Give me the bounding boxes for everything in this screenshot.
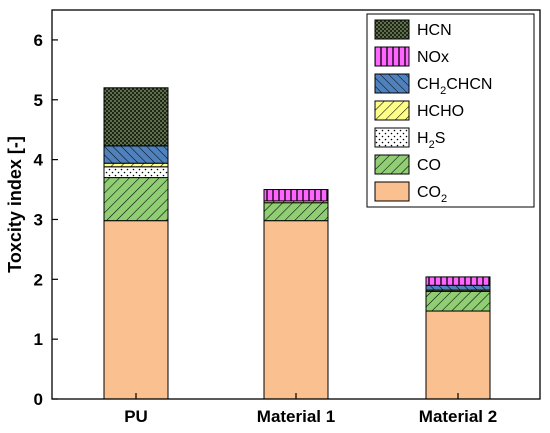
bar-pattern-hcho (426, 290, 490, 292)
bar-segment-co2 (264, 220, 328, 399)
bar-pattern-nox (426, 276, 490, 286)
bar-stack (425, 276, 491, 400)
legend-swatch-outline (374, 154, 410, 175)
legend-item-nox: NOx (374, 46, 449, 67)
bar-outline-nox (263, 189, 329, 202)
legend-swatch-pattern (375, 47, 409, 66)
bar-outline-nox (425, 276, 491, 286)
y-tick-label: 6 (34, 31, 43, 50)
bar-pattern-ch2chcn (104, 145, 168, 164)
legend-swatch-pattern (375, 155, 409, 174)
legend-label-subscript: 2 (441, 193, 447, 205)
legend-swatch-outline (374, 127, 410, 148)
legend-label-subscript: 2 (440, 85, 446, 97)
bar-pattern-hcho (104, 163, 168, 167)
bar-pattern-hcn (104, 87, 168, 146)
bar-segment-co2 (426, 311, 490, 399)
bar-pattern-hcho (264, 200, 328, 203)
legend-label-rest: S (435, 130, 446, 147)
legend-item-hcho: HCHO (374, 100, 464, 121)
bar-pattern-co (104, 177, 168, 221)
legend-label-main: H (417, 130, 429, 147)
x-category-label: Material 1 (257, 407, 335, 426)
legend-label: HCN (417, 22, 452, 39)
legend-swatch-pattern (375, 20, 409, 39)
legend-label-main: HCN (417, 22, 452, 39)
legend-swatch-outline (374, 100, 410, 121)
bar-pattern-ch2chcn (426, 285, 490, 291)
legend-swatch-outline (374, 181, 410, 202)
y-tick-label: 2 (34, 270, 43, 289)
y-tick-label: 3 (34, 210, 43, 229)
legend-label-main: HCHO (417, 103, 464, 120)
legend-swatch-outline (374, 19, 410, 40)
y-tick-label: 1 (34, 330, 43, 349)
legend-swatch-outline (374, 46, 410, 67)
x-axis: PU Material 1 Material 2 (124, 393, 497, 426)
bar-segment-co2 (104, 220, 168, 399)
legend-label-main: NOx (417, 49, 449, 66)
y-axis: 0 1 2 3 4 5 6 (34, 31, 58, 409)
legend-swatch-pattern (375, 128, 409, 147)
legend-label-rest: CHCN (446, 76, 492, 93)
legend-label-subscript: 2 (429, 139, 435, 151)
legend-item-co: CO (374, 154, 441, 175)
legend-item-hcn: HCN (374, 19, 452, 40)
y-axis-label: Toxcity index [-] (5, 136, 25, 273)
legend-label: HCHO (417, 103, 464, 120)
bar-pattern-h2s (104, 166, 168, 178)
legend-item-ch2chcn: CH2CHCN (374, 73, 492, 97)
legend-swatch-pattern (375, 101, 409, 120)
x-category-label: Material 2 (419, 407, 497, 426)
legend-swatch-outline (374, 73, 410, 94)
legend-swatch-pattern (375, 74, 409, 93)
bar-pattern-nox (264, 189, 328, 201)
x-category-label: PU (124, 407, 148, 426)
legend-label: NOx (417, 49, 449, 66)
bar-pattern-co (426, 291, 490, 312)
legend-label-main: CO (417, 157, 441, 174)
legend-label-main: CO (417, 184, 441, 201)
bar-outline-hcn (103, 87, 169, 147)
legend-label: CO (417, 157, 441, 174)
bar-pattern-co (264, 202, 328, 221)
legend-label: CH2CHCN (417, 76, 492, 97)
bar-stack (103, 87, 169, 400)
legend-label: CO2 (417, 184, 447, 205)
y-tick-label: 4 (34, 151, 44, 170)
legend-swatch-fill (375, 182, 409, 201)
bars-group (103, 87, 491, 400)
legend-item-h2s: H2S (374, 127, 445, 151)
legend-label: H2S (417, 130, 445, 151)
legend-label-main: CH (417, 76, 440, 93)
y-tick-label: 0 (34, 390, 43, 409)
legend-item-co2: CO2 (374, 181, 447, 205)
y-tick-label: 5 (34, 91, 43, 110)
bar-stack (263, 189, 329, 400)
